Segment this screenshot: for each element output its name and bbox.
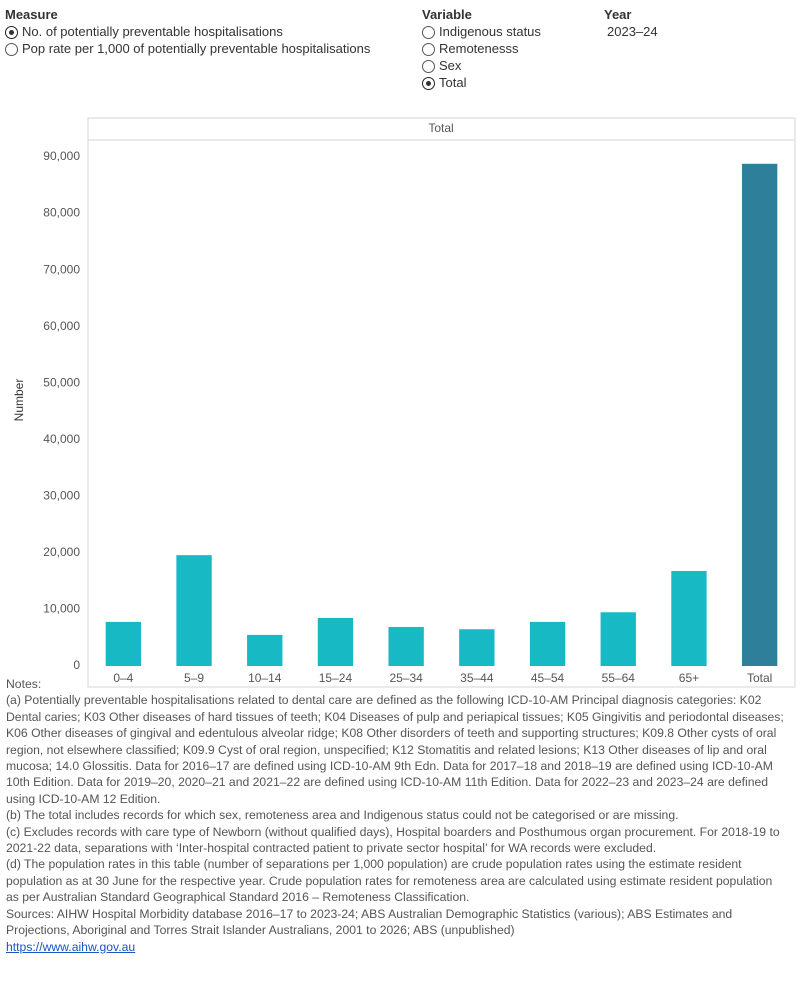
year-title: Year [604, 7, 632, 22]
y-tick-label: 30,000 [43, 489, 80, 503]
radio-label[interactable]: Sex [439, 58, 462, 73]
note: (d) The population rates in this table (… [6, 857, 773, 905]
x-tick-label: 5–9 [184, 671, 204, 685]
bar [741, 163, 778, 666]
y-tick-label: 20,000 [43, 545, 80, 559]
note: Sources: AIHW Hospital Morbidity databas… [6, 906, 733, 938]
x-tick-label: 15–24 [319, 671, 353, 685]
x-tick-label: 0–4 [113, 671, 133, 685]
panel-frame [87, 117, 796, 688]
radio-button[interactable] [5, 26, 18, 39]
y-tick-label: 0 [73, 658, 80, 672]
bar [105, 621, 142, 666]
bar [459, 629, 495, 666]
radio-button[interactable] [422, 60, 435, 73]
radio-label[interactable]: No. of potentially preventable hospitali… [22, 24, 283, 39]
y-axis-title: Number [12, 379, 26, 422]
radio-dot [426, 81, 431, 86]
note: (a) Potentially preventable hospitalisat… [6, 693, 784, 806]
radio-button[interactable] [422, 43, 435, 56]
radio-label[interactable]: Pop rate per 1,000 of potentially preven… [22, 41, 371, 56]
x-tick-label: 25–34 [389, 671, 423, 685]
x-tick-label: 45–54 [531, 671, 565, 685]
bar [600, 612, 636, 666]
y-tick-label: 80,000 [43, 206, 80, 220]
bar [247, 634, 283, 666]
radio-button[interactable] [422, 77, 435, 90]
chart: Total Number 0 10,000 20,000 30,000 40,000 50… [12, 117, 796, 688]
y-tick-label: 70,000 [43, 262, 80, 276]
x-tick-label: 10–14 [248, 671, 282, 685]
x-tick-label: 65+ [679, 671, 699, 685]
link-line: https://www.aihw.gov.au [6, 939, 786, 955]
link[interactable]: https://www.aihw.gov.au [6, 939, 136, 954]
x-tick-label: 35–44 [460, 671, 494, 685]
x-tick-label: 55–64 [602, 671, 636, 685]
y-tick-label: 40,000 [43, 432, 80, 446]
x-tick-label: Total [747, 671, 772, 685]
y-tick-label: 60,000 [43, 319, 80, 333]
bar [176, 555, 212, 666]
radio-dot [9, 30, 14, 35]
panel-title: Total [428, 121, 453, 135]
bar [388, 626, 424, 666]
bar [671, 570, 707, 666]
year-value: 2023–24 [607, 24, 658, 39]
y-tick-label: 90,000 [43, 149, 80, 163]
bar [317, 617, 354, 666]
measure-title: Measure [5, 7, 58, 22]
radio-label[interactable]: Remotenesss [439, 41, 519, 56]
radio-label[interactable]: Total [439, 75, 467, 90]
notes-heading: Notes: [6, 677, 42, 691]
bar [529, 621, 566, 666]
y-tick-label: 50,000 [43, 375, 80, 389]
notes: Notes: (a) Potentially preventable hospi… [6, 676, 786, 955]
radio-button[interactable] [5, 43, 18, 56]
radio-label[interactable]: Indigenous status [439, 24, 541, 39]
note: (c) Excludes records with care type of N… [6, 824, 780, 856]
variable-title: Variable [422, 7, 472, 22]
y-tick-label: 10,000 [43, 602, 80, 616]
note: (b) The total includes records for which… [6, 808, 679, 823]
radio-button[interactable] [422, 26, 435, 39]
